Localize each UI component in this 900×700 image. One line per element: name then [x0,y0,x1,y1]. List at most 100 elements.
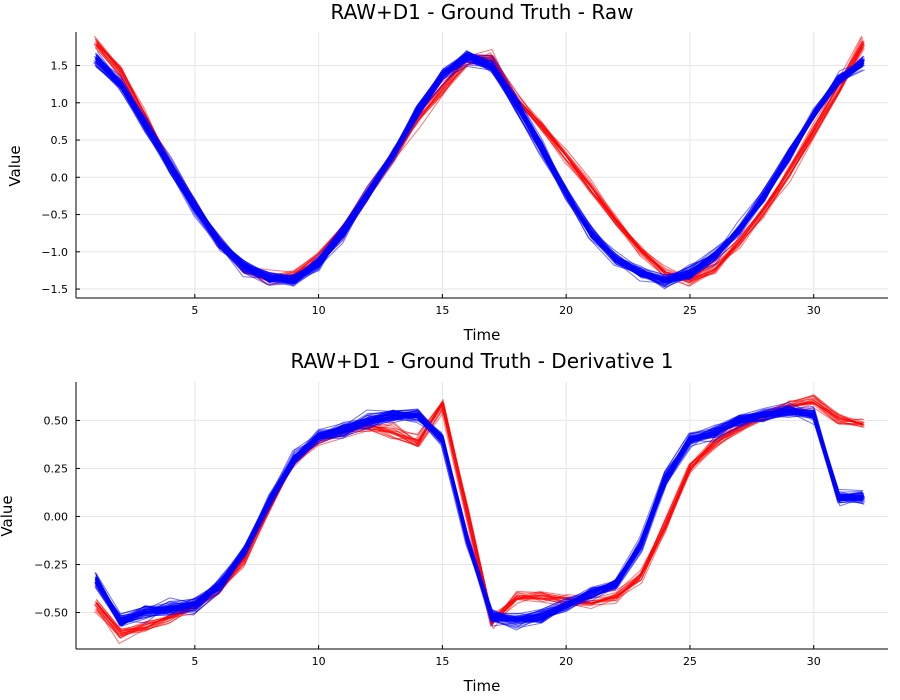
derivative-chart-ytick-label-0: −0.50 [34,607,68,620]
raw-chart-series-1-line-24 [94,56,863,284]
raw-chart-series-0-line-14 [94,40,864,287]
raw-chart-series-0-line-1 [95,43,865,286]
raw-chart-series-1-line-36 [96,52,865,285]
raw-chart-series-0-line-0 [96,42,865,283]
raw-chart-series-1-line-53 [94,59,863,284]
raw-chart-series-0-line-5 [95,37,864,282]
raw-chart-series-1-line-17 [96,54,865,284]
derivative-chart-series-0-line-14 [94,401,863,639]
raw-chart-series-1-line-56 [96,53,865,284]
raw-chart-series-0-line-15 [96,42,866,284]
raw-chart-series-1-line-31 [94,50,863,286]
derivative-chart-xtick-label-5: 30 [807,655,821,668]
derivative-chart-xtick-label-0: 5 [191,655,198,668]
raw-chart-panel: RAW+D1 - Ground Truth - Raw 5 10 15 20 25 30 −… [6,0,888,344]
raw-chart-series-1-line-19 [95,55,864,284]
raw-chart-series-0-line-2 [94,46,864,283]
raw-chart-series-0-line-17 [93,43,862,287]
raw-chart-series-1-line-43 [94,55,863,284]
raw-chart-grid [76,32,888,298]
raw-chart-series-1-line-58 [95,55,864,283]
raw-chart-series-1-line-23 [96,54,865,279]
raw-chart-series-1-line-33 [96,58,865,283]
raw-chart-series-1-line-13 [93,56,862,282]
raw-chart-axes [75,32,888,299]
raw-chart-series-1-line-30 [95,56,864,284]
derivative-chart-panel: RAW+D1 - Ground Truth - Derivative 1 5 10… [0,349,888,695]
raw-chart-xtick-label-3: 20 [559,304,573,317]
raw-chart-ytick-label-2: −0.5 [41,209,68,222]
raw-chart-xtick-label-0: 5 [191,304,198,317]
raw-chart-series-0-line-19 [96,43,865,279]
raw-chart-ytick-label-6: 1.5 [51,60,69,73]
raw-chart-series-1-line-21 [96,56,865,282]
derivative-chart-series-1-line-40 [94,405,863,620]
raw-chart-series-1-line-15 [95,51,864,281]
raw-chart-xtick-label-2: 15 [435,304,449,317]
raw-chart-series-1-line-3 [96,51,865,280]
raw-chart-series-1-line-52 [96,59,865,284]
raw-chart-series-1-line-54 [95,58,864,286]
raw-chart-ytick-label-5: 1.0 [51,97,69,110]
raw-chart-series-1-line-2 [95,57,864,283]
raw-chart-series-1-line-29 [96,52,865,279]
raw-chart-series-1-line-38 [96,57,865,282]
derivative-chart-xtick-label-2: 15 [435,655,449,668]
raw-chart-series-1-line-55 [94,60,863,287]
derivative-chart-series [94,394,866,644]
raw-chart-series-1-line-48 [95,56,864,288]
raw-chart-series-1-line-26 [93,53,862,281]
derivative-chart-xtick-label-1: 10 [312,655,326,668]
raw-chart-series-1-line-40 [94,53,864,281]
raw-chart-series-1-line-1 [95,56,864,286]
raw-chart-ytick-label-1: −1.0 [41,246,68,259]
raw-chart-series-1-line-32 [94,58,863,281]
raw-chart-series-1-line-25 [96,57,866,284]
raw-chart-series-0-line-4 [95,40,864,279]
raw-chart-xtick-label-5: 30 [807,304,821,317]
raw-chart-series-1-line-14 [94,52,863,281]
raw-chart-ytick-label-3: 0.0 [51,171,69,184]
raw-chart-series-1-line-22 [94,61,863,288]
raw-chart-series-1-line-45 [95,55,864,283]
raw-chart-series-1-line-47 [95,54,864,285]
raw-chart-series-1-line-50 [96,53,865,283]
raw-chart-ytick-label-4: 0.5 [51,134,69,147]
raw-chart-series-1-line-7 [95,56,864,286]
raw-chart-ytick-label-0: −1.5 [41,283,68,296]
raw-chart-series-1-line-9 [95,54,864,286]
raw-chart-xlabel: Time [463,326,501,344]
derivative-chart-xtick-label-3: 20 [559,655,573,668]
derivative-chart-series-1-line-59 [96,409,865,623]
raw-chart-series-1-line-49 [96,51,865,281]
raw-chart-series-1-line-59 [95,56,864,283]
derivative-chart-ylabel: Value [0,495,16,536]
derivative-chart-ytick-label-1: −0.25 [34,558,68,571]
raw-chart-series-1-line-44 [95,55,864,287]
raw-chart-series-1-line-27 [96,53,865,279]
derivative-chart-series-1-line-58 [95,411,864,627]
raw-chart-series-1-line-5 [95,50,864,281]
raw-chart-series-0-line-8 [96,39,865,282]
raw-chart-series-1-line-41 [95,58,864,284]
raw-chart-series-0-line-3 [95,41,864,281]
raw-chart-series-0-line-16 [95,40,864,280]
raw-chart-xtick-label-1: 10 [312,304,326,317]
raw-chart-series-1-line-37 [96,51,865,279]
raw-chart-series-1-line-39 [94,56,863,281]
raw-chart-series-1-line-42 [92,60,862,285]
raw-chart-series-1-line-16 [96,57,865,282]
raw-chart-series-1-line-20 [95,53,864,281]
raw-chart-series-1-line-11 [95,52,863,283]
derivative-chart-ticks: 5 10 15 20 25 30 −0.50 −0.25 0.00 0.25 0.50 [34,414,820,668]
raw-chart-ticks: 5 10 15 20 25 30 −1.5 −1.0 −0.5 0.0 0.5 1.0 1.5 [41,60,820,317]
raw-chart-series-1-line-6 [96,57,865,282]
raw-chart-series-1-line-35 [94,52,864,281]
derivative-chart-axes [75,382,888,650]
raw-chart-series [92,35,866,290]
raw-chart-series-1-line-0 [95,58,864,281]
raw-chart-series-1-line-8 [95,51,864,283]
raw-chart-series-1-line-57 [95,58,864,283]
derivative-chart-xlabel: Time [463,677,501,695]
derivative-chart-title: RAW+D1 - Ground Truth - Derivative 1 [290,349,673,373]
